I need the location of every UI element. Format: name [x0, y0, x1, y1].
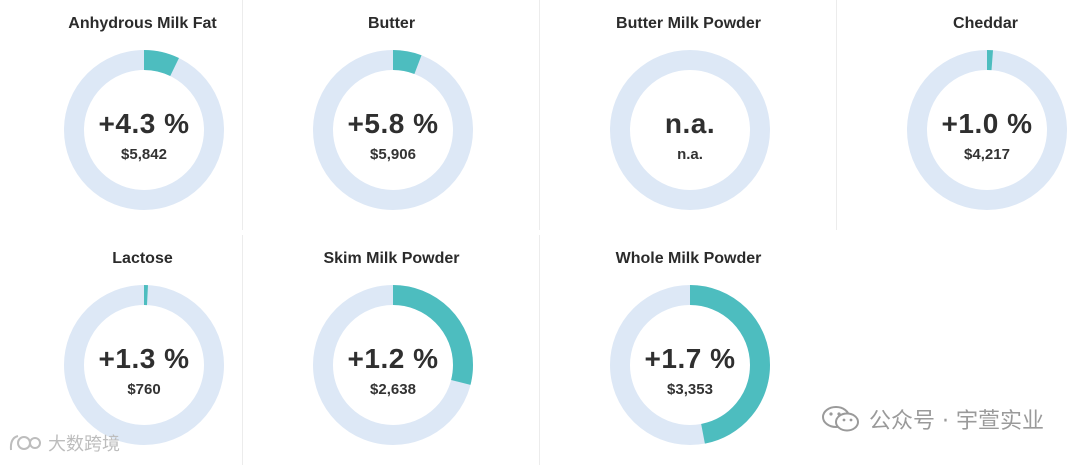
- gauge-title: Skim Milk Powder: [323, 250, 460, 267]
- gauge-change-label: +5.8 %: [347, 108, 439, 139]
- gauge-card-anhydrous-milk-fat: Anhydrous Milk Fat +4.3 % $5,842: [0, 0, 291, 230]
- gauge-ring: [313, 285, 473, 445]
- gauge-title: Butter: [367, 15, 416, 32]
- gauge-value-arc: [610, 285, 770, 445]
- gauge-title: Butter Milk Powder: [616, 15, 761, 32]
- gauge-change-label: +1.2 %: [347, 343, 439, 374]
- gauge-price-label: n.a.: [677, 146, 703, 163]
- gauge-value-arc: [907, 50, 1067, 210]
- watermark-right-text: 公众号 · 宇萱实业: [869, 409, 1044, 434]
- gauge: +1.2 % $2,638: [313, 285, 473, 445]
- gauge-card-butter-milk-powder: Butter Milk Powder n.a. n.a.: [539, 0, 837, 230]
- gauge-title: Whole Milk Powder: [615, 250, 762, 267]
- gauge-ring: [313, 50, 473, 210]
- gauge-track: [610, 50, 770, 210]
- gauge-change-label: +1.3 %: [98, 343, 190, 374]
- gauge-price-label: $760: [127, 381, 161, 398]
- logo-icon: [9, 435, 41, 451]
- gauge-price-label: $4,217: [964, 146, 1010, 163]
- gauge-value-arc: [313, 50, 473, 210]
- gauge-change-label: n.a.: [664, 108, 716, 139]
- gauge-value-arc: [313, 285, 473, 445]
- gauge-card-lactose: Lactose +1.3 % $760: [0, 235, 291, 465]
- gauge-title: Lactose: [112, 250, 173, 267]
- watermark-right: 公众号 · 宇萱实业: [821, 403, 1044, 435]
- gauge-title: Cheddar: [953, 15, 1018, 32]
- gauge-title: Anhydrous Milk Fat: [68, 15, 217, 32]
- gauge-change-label: +4.3 %: [98, 108, 190, 139]
- gauge-ring: [64, 50, 224, 210]
- gauge-price-label: $3,353: [667, 381, 713, 398]
- gauge-card-butter: Butter +5.8 % $5,906: [242, 0, 540, 230]
- gauge-ring: [907, 50, 1067, 210]
- gauge: n.a. n.a.: [610, 50, 770, 210]
- gauge-value-arc: [64, 285, 224, 445]
- gauge-value-arc: [64, 50, 224, 210]
- gauge-card-whole-milk-powder: Whole Milk Powder +1.7 % $3,353: [539, 235, 837, 465]
- gauge-price-label: $2,638: [370, 381, 416, 398]
- gauge-price-label: $5,906: [370, 146, 416, 163]
- gauge-ring: [610, 50, 770, 210]
- wechat-icon: [822, 406, 860, 432]
- gauge: +1.7 % $3,353: [610, 285, 770, 445]
- gauge-ring: [64, 285, 224, 445]
- gauge-price-label: $5,842: [121, 146, 167, 163]
- gauge: +5.8 % $5,906: [313, 50, 473, 210]
- gauge-card-skim-milk-powder: Skim Milk Powder +1.2 % $2,638: [242, 235, 540, 465]
- gauge-change-label: +1.7 %: [644, 343, 736, 374]
- watermark-left: 大数跨境: [8, 430, 120, 456]
- gauge: +1.0 % $4,217: [907, 50, 1067, 210]
- gauge-change-label: +1.0 %: [941, 108, 1033, 139]
- gauge: +1.3 % $760: [64, 285, 224, 445]
- gauge-card-cheddar: Cheddar +1.0 % $4,217: [836, 0, 1080, 230]
- watermark-left-text: 大数跨境: [48, 434, 120, 455]
- gauge: +4.3 % $5,842: [64, 50, 224, 210]
- gauge-ring: [610, 285, 770, 445]
